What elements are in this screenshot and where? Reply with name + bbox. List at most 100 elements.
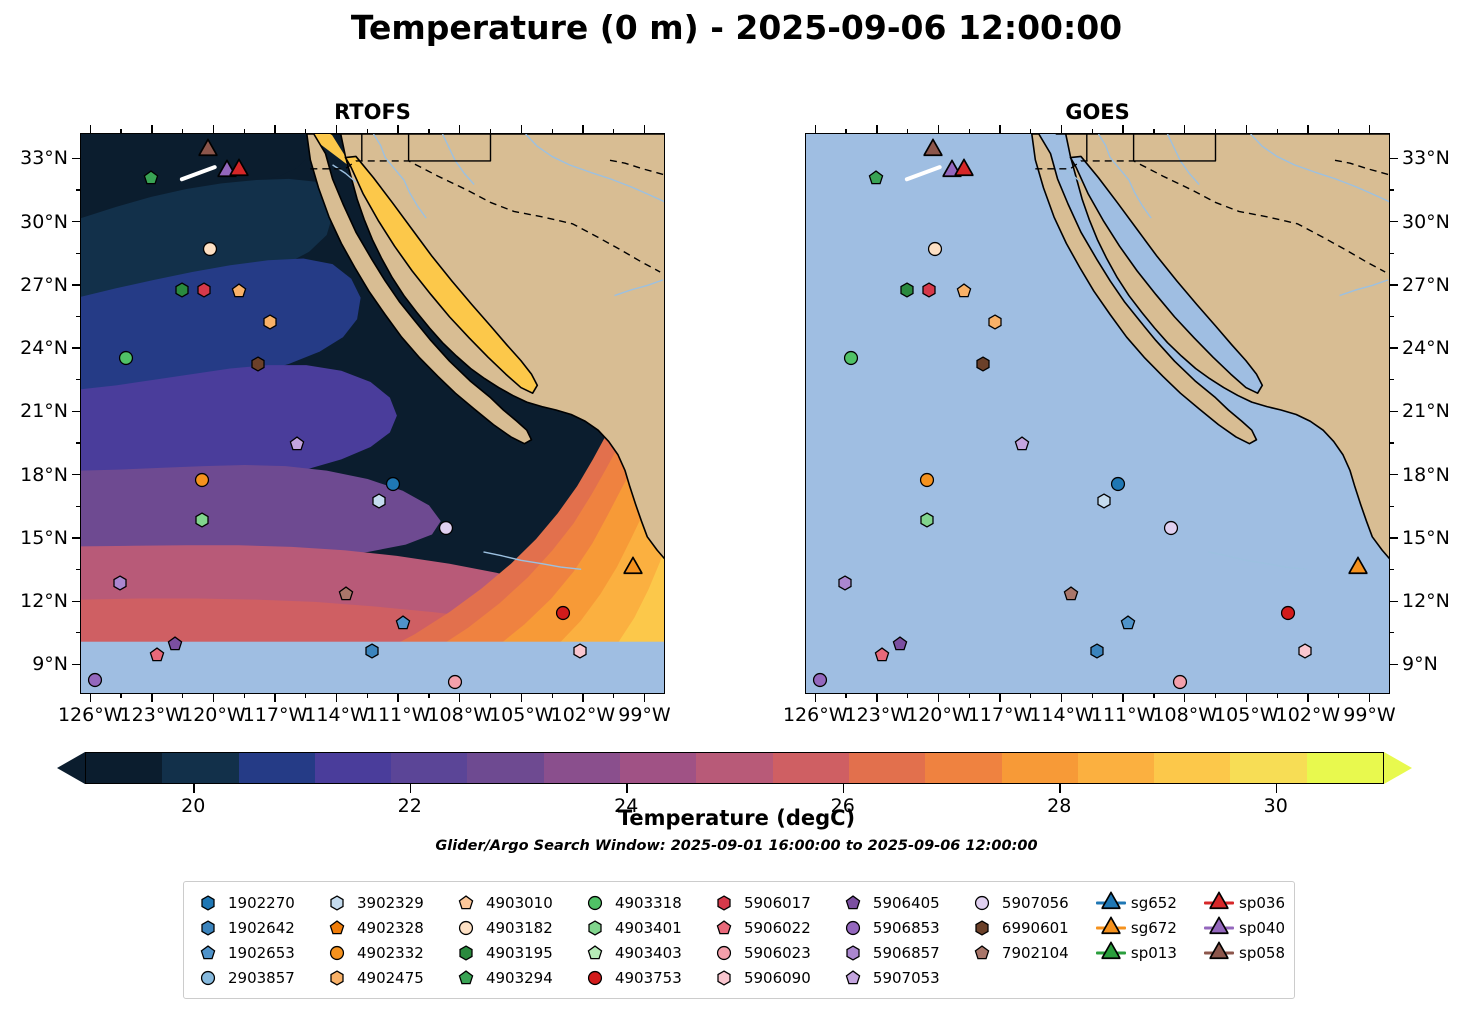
x-minor-tick	[1338, 694, 1340, 698]
map-marker-4903195[interactable]	[899, 282, 915, 298]
map-marker-5906857[interactable]	[837, 575, 853, 591]
map-marker-1902642[interactable]	[364, 643, 380, 659]
map-marker-5907053b[interactable]	[167, 636, 183, 652]
legend-item-4902328[interactable]: 4902328	[322, 915, 424, 940]
map-marker-1902653[interactable]	[395, 615, 411, 631]
legend-item-4903753[interactable]: 4903753	[580, 965, 682, 990]
map-marker-4903195[interactable]	[174, 282, 190, 298]
legend-item-6990601[interactable]: 6990601	[967, 915, 1069, 940]
map-marker-sg672[interactable]	[623, 556, 643, 576]
map-marker-1902642[interactable]	[1089, 643, 1105, 659]
map-marker-1902653[interactable]	[1120, 615, 1136, 631]
map-marker-4903401[interactable]	[919, 512, 935, 528]
map-marker-4903753[interactable]	[555, 605, 571, 621]
legend-item-7902104[interactable]: 7902104	[967, 940, 1069, 965]
map-marker-4902475[interactable]	[987, 314, 1003, 330]
legend-item-5906405[interactable]: 5906405	[838, 890, 940, 915]
map-marker-4902332[interactable]	[194, 472, 210, 488]
legend-item-3902329[interactable]: 3902329	[322, 890, 424, 915]
map-marker-4903318[interactable]	[843, 350, 859, 366]
legend-item-5906853[interactable]: 5906853	[838, 915, 940, 940]
map-marker-sp036[interactable]	[954, 158, 974, 177]
legend-item-5907053[interactable]: 5907053	[838, 965, 940, 990]
legend-item-1902270[interactable]: 1902270	[193, 890, 295, 915]
map-marker-4902332[interactable]	[919, 472, 935, 488]
legend-item-4903195[interactable]: 4903195	[451, 940, 553, 965]
map-marker-1902270[interactable]	[385, 476, 401, 492]
legend-item-sp036[interactable]: sp036	[1204, 890, 1285, 915]
map-marker-4903753[interactable]	[1280, 605, 1296, 621]
legend-item-4902475[interactable]: 4902475	[322, 965, 424, 990]
legend-item-4903403[interactable]: 4903403	[580, 940, 682, 965]
map-marker-3902329[interactable]	[1096, 493, 1112, 509]
map-panel-goes[interactable]	[805, 133, 1390, 694]
legend-label: 4903010	[485, 893, 553, 912]
map-marker-4903010[interactable]	[231, 283, 247, 299]
legend-item-2903857[interactable]: 2903857	[193, 965, 295, 990]
map-panel-rtofs[interactable]	[80, 133, 665, 694]
map-marker-sg672[interactable]	[1348, 556, 1368, 576]
map-marker-5906017[interactable]	[196, 282, 212, 298]
legend-item-sp013[interactable]: sp013	[1095, 940, 1177, 965]
map-marker-6990601[interactable]	[250, 356, 266, 372]
legend-marker-4903753	[580, 967, 610, 989]
colorbar-band-15	[1230, 753, 1307, 783]
map-marker-5906857[interactable]	[112, 575, 128, 591]
map-marker-5907053[interactable]	[1014, 436, 1030, 452]
map-marker-sp058[interactable]	[923, 138, 943, 157]
hexagon-icon	[587, 919, 603, 936]
map-marker-4902475[interactable]	[262, 314, 278, 330]
x-tick-label: 117°W	[242, 704, 308, 726]
legend-item-4903294[interactable]: 4903294	[451, 965, 553, 990]
map-marker-6990601[interactable]	[975, 356, 991, 372]
legend-item-4903401[interactable]: 4903401	[580, 915, 682, 940]
x-minor-tick	[182, 694, 184, 698]
map-marker-5906090[interactable]	[572, 643, 588, 659]
map-marker-5907053b[interactable]	[892, 636, 908, 652]
map-marker-4903318[interactable]	[118, 350, 134, 366]
map-marker-sp036[interactable]	[229, 158, 249, 177]
legend-item-1902642[interactable]: 1902642	[193, 915, 295, 940]
map-marker-5907056[interactable]	[438, 520, 454, 536]
map-marker-sp058[interactable]	[198, 138, 218, 157]
legend[interactable]: 1902270 1902642 1902653 2903857 3902329 49023…	[183, 881, 1295, 999]
legend-item-5906090[interactable]: 5906090	[709, 965, 811, 990]
map-marker-5906853[interactable]	[87, 672, 103, 688]
map-marker-4903294[interactable]	[868, 170, 884, 186]
legend-item-4903010[interactable]: 4903010	[451, 890, 553, 915]
legend-label: 4903403	[614, 943, 682, 962]
map-marker-4903182[interactable]	[927, 241, 943, 257]
map-marker-5906023[interactable]	[1172, 674, 1188, 690]
map-marker-7902104[interactable]	[338, 586, 354, 602]
map-marker-4903010[interactable]	[956, 283, 972, 299]
map-marker-5906023[interactable]	[447, 674, 463, 690]
map-marker-5906090[interactable]	[1297, 643, 1313, 659]
map-marker-4903294[interactable]	[143, 170, 159, 186]
legend-item-4902332[interactable]: 4902332	[322, 940, 424, 965]
map-marker-5906022[interactable]	[874, 647, 890, 663]
map-marker-1902270[interactable]	[1110, 476, 1126, 492]
legend-item-5906023[interactable]: 5906023	[709, 940, 811, 965]
legend-item-5906857[interactable]: 5906857	[838, 940, 940, 965]
map-marker-5906022[interactable]	[149, 647, 165, 663]
legend-item-5906017[interactable]: 5906017	[709, 890, 811, 915]
map-marker-5906853[interactable]	[812, 672, 828, 688]
map-marker-5907053[interactable]	[289, 436, 305, 452]
legend-item-5907056[interactable]: 5907056	[967, 890, 1069, 915]
legend-item-4903182[interactable]: 4903182	[451, 915, 553, 940]
map-marker-5907056[interactable]	[1163, 520, 1179, 536]
legend-marker-6990601	[967, 917, 997, 939]
map-marker-5906017[interactable]	[921, 282, 937, 298]
map-marker-3902329[interactable]	[371, 493, 387, 509]
legend-item-1902653[interactable]: 1902653	[193, 940, 295, 965]
map-marker-4903401[interactable]	[194, 512, 210, 528]
map-marker-4903182[interactable]	[202, 241, 218, 257]
legend-item-sp040[interactable]: sp040	[1204, 915, 1285, 940]
legend-item-4903318[interactable]: 4903318	[580, 890, 682, 915]
legend-item-sg652[interactable]: sg652	[1095, 890, 1177, 915]
legend-item-5906022[interactable]: 5906022	[709, 915, 811, 940]
colorbar-tick	[842, 784, 845, 793]
legend-item-sp058[interactable]: sp058	[1204, 940, 1285, 965]
legend-item-sg672[interactable]: sg672	[1095, 915, 1177, 940]
map-marker-7902104[interactable]	[1063, 586, 1079, 602]
